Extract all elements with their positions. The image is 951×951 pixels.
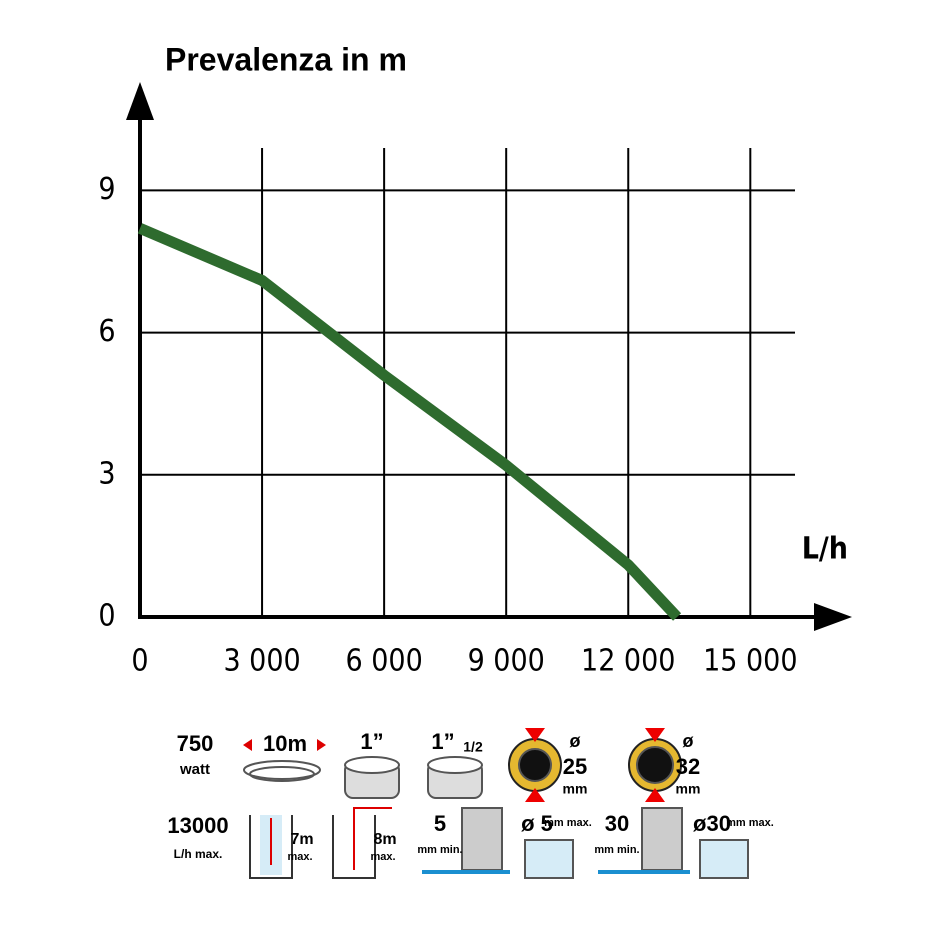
pump-icon [461,807,503,871]
arrow [645,728,665,742]
y-tick-label: 6 [98,314,115,349]
icon-text: mm min. [594,844,639,856]
icon-text: 32 [676,754,700,779]
basket-icon [699,839,749,879]
y-tick-label: 0 [98,599,115,634]
arrow [645,788,665,802]
x-tick-label: 12 000 [581,644,675,679]
icon-text: 8m [373,831,396,848]
icon-text: 1/2 [463,739,483,755]
x-arrow [814,603,852,631]
icon-text: 7m [290,831,313,848]
icon-text: ø [570,731,581,751]
icon-text: ø [683,731,694,751]
icon-text: 750 [177,731,214,756]
hose-section [518,748,552,782]
arrow [243,739,252,751]
icon-text: mm min. [417,844,462,856]
hose-icon [427,756,483,774]
icons [243,728,749,879]
hose-icon [344,756,400,774]
y-tick-label: 9 [98,172,115,207]
arrow [317,739,326,751]
x-tick-label: 15 000 [703,644,797,679]
tank-icon [332,815,376,879]
icon-text: mm [563,781,588,797]
x-axis-title: L/h [802,532,848,567]
y-tick-label: 3 [98,456,115,491]
icon-text: ø30 [693,811,731,836]
y-arrow [126,82,154,120]
line [137,223,682,621]
basket-icon [524,839,574,879]
icon-text: 10m [263,731,307,756]
icon-text: 5 [434,811,446,836]
icon-text: 1” [360,729,383,754]
icon-text: max. [370,851,395,863]
icon-text: mm max. [726,817,774,829]
arrow [353,807,392,870]
x-tick-label: 6 000 [346,644,423,679]
tank-icon [249,815,293,879]
hose-section [636,746,674,784]
icon-text: 25 [563,754,587,779]
pump-icon [641,807,683,871]
icon-text: watt [179,761,210,778]
arrow [525,728,545,742]
icon-text: 30 [605,811,629,836]
icon-text: mm max. [544,817,592,829]
y-axis-title: Prevalenza in m [165,41,407,77]
x-tick-label: 3 000 [223,644,300,679]
icon-text: 13000 [167,813,228,838]
icon-text: ø 5 [521,811,553,836]
cable-icon [243,760,321,780]
x-tick-label: 0 [131,644,148,679]
x-tick-label: 9 000 [468,644,545,679]
icon-text: mm [676,781,701,797]
arrow [525,788,545,802]
cable-icon [249,766,315,782]
icon-text: 1” [431,729,454,754]
icon-text: max. [287,851,312,863]
icon-text: L/h max. [174,847,223,861]
